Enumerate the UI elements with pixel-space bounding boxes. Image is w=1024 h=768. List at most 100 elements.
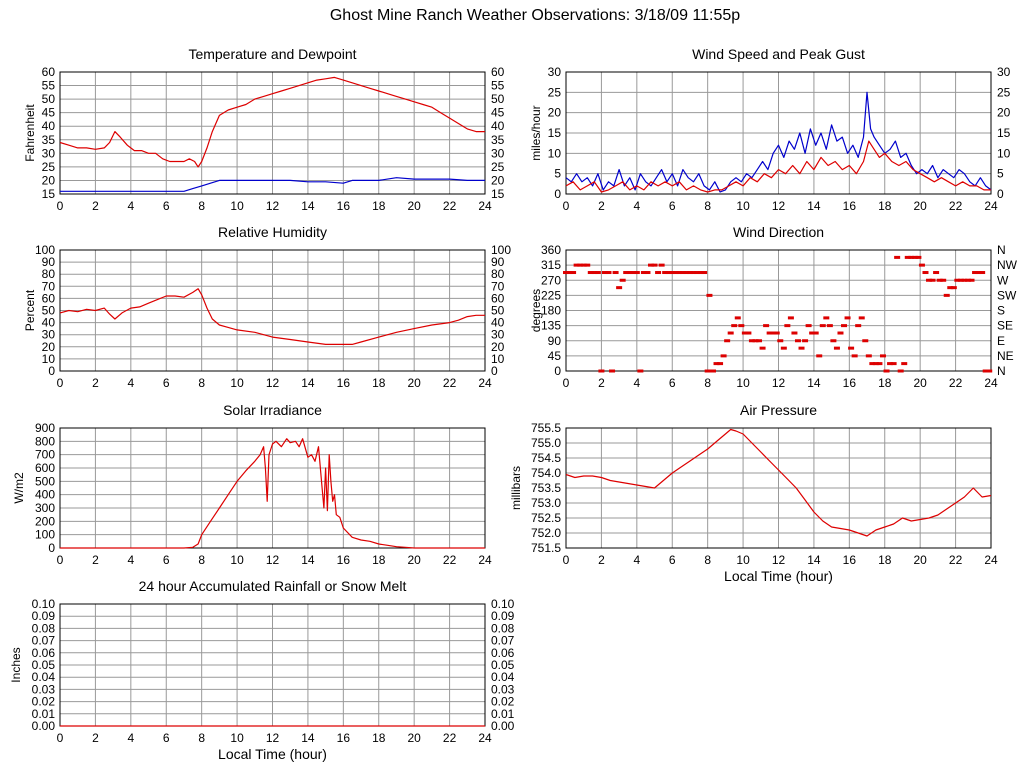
y-tick-label-right: S	[997, 304, 1005, 318]
y-tick-label-right: 0.07	[491, 634, 515, 648]
y-tick-label-right: 100	[491, 243, 511, 257]
data-point	[672, 271, 679, 275]
data-point	[748, 339, 755, 343]
x-tick-label: 4	[633, 199, 640, 213]
x-tick-label: 24	[478, 553, 492, 567]
x-tick-label: 12	[772, 553, 786, 567]
y-tick-label: 45	[548, 349, 562, 363]
x-tick-label: 18	[372, 199, 386, 213]
data-point	[851, 354, 858, 358]
x-tick-label: 4	[127, 199, 134, 213]
y-tick-label: 200	[35, 514, 55, 528]
data-point	[968, 278, 975, 282]
y-tick-label: 751.5	[531, 541, 561, 555]
y-tick-label-right: 0.00	[491, 719, 515, 733]
x-tick-label: 22	[443, 376, 457, 390]
data-point	[601, 271, 608, 275]
x-tick-label: 2	[92, 731, 99, 745]
y-tick-label: 753.0	[531, 496, 561, 510]
data-point	[830, 339, 837, 343]
x-tick-label: 6	[669, 199, 676, 213]
x-tick-label: 14	[807, 376, 821, 390]
y-tick-label: 90	[42, 255, 56, 269]
x-tick-label: 18	[372, 553, 386, 567]
data-point	[709, 369, 716, 373]
x-tick-label: 2	[598, 376, 605, 390]
x-tick-label: 20	[913, 376, 927, 390]
x-tick-label: 6	[163, 199, 170, 213]
data-point	[720, 354, 727, 358]
data-point	[950, 286, 957, 290]
data-point	[823, 316, 830, 320]
rainfall-title: 24 hour Accumulated Rainfall or Snow Mel…	[139, 578, 407, 594]
y-tick-label-right: N	[997, 364, 1006, 378]
data-point	[954, 278, 961, 282]
y-tick-label-right: 10	[997, 146, 1011, 160]
data-point	[637, 369, 644, 373]
x-tick-label: 20	[407, 376, 421, 390]
data-point	[756, 339, 763, 343]
data-point	[887, 362, 894, 366]
y-tick-label: 15	[42, 187, 56, 201]
y-tick-label-right: 0	[997, 187, 1004, 201]
y-tick-label-right: 0.05	[491, 658, 515, 672]
x-tick-label: 14	[301, 199, 315, 213]
plot-frame	[59, 249, 486, 372]
x-tick-label: 8	[198, 731, 205, 745]
x-tick-label: 20	[913, 553, 927, 567]
x-tick-label: 4	[127, 376, 134, 390]
data-point	[879, 354, 886, 358]
y-tick-label: 135	[541, 319, 561, 333]
x-axis-label: Local Time (hour)	[218, 746, 327, 762]
data-point	[619, 278, 626, 282]
y-tick-label-right: 15	[491, 187, 505, 201]
x-tick-label: 10	[230, 199, 244, 213]
y-tick-label: 0.08	[32, 621, 56, 635]
temperature-title: Temperature and Dewpoint	[188, 46, 356, 62]
y-tick-label: 0.06	[32, 646, 56, 660]
y-tick-label-right: 0.01	[491, 707, 515, 721]
x-tick-label: 0	[563, 553, 570, 567]
data-point	[626, 271, 633, 275]
y-tick-label-right: 10	[491, 352, 505, 366]
data-point	[791, 331, 798, 335]
data-point	[784, 324, 791, 328]
x-tick-label: 2	[92, 553, 99, 567]
series-line	[60, 177, 485, 192]
x-tick-label: 16	[843, 553, 857, 567]
x-tick-label: 8	[704, 199, 711, 213]
humidity-title: Relative Humidity	[218, 224, 327, 240]
y-tick-label-right: SE	[997, 319, 1013, 333]
y-tick-label: 752.0	[531, 526, 561, 540]
y-tick-label-right: 0.02	[491, 695, 515, 709]
data-point	[780, 346, 787, 350]
data-point	[915, 255, 922, 259]
data-point	[816, 354, 823, 358]
data-point	[630, 271, 637, 275]
data-point	[683, 271, 690, 275]
data-point	[855, 324, 862, 328]
y-tick-label: 0.01	[32, 707, 56, 721]
x-tick-label: 10	[736, 553, 750, 567]
x-tick-label: 8	[198, 376, 205, 390]
data-point	[904, 255, 911, 259]
data-point	[787, 316, 794, 320]
x-tick-label: 14	[807, 553, 821, 567]
y-tick-label: 270	[541, 273, 561, 287]
data-point	[644, 271, 651, 275]
y-tick-label: 180	[541, 304, 561, 318]
y-tick-label: 10	[548, 146, 562, 160]
y-tick-label: 753.5	[531, 481, 561, 495]
y-tick-label-right: 25	[491, 160, 505, 174]
y-tick-label: 55	[42, 79, 56, 93]
y-tick-label-right: 0.09	[491, 609, 515, 623]
x-tick-label: 22	[443, 731, 457, 745]
y-tick-label-right: 0.03	[491, 682, 515, 696]
x-tick-label: 24	[478, 376, 492, 390]
y-tick-label: 0.07	[32, 634, 56, 648]
data-point	[908, 255, 915, 259]
data-point	[798, 346, 805, 350]
data-point	[872, 362, 879, 366]
y-tick-label-right: 30	[491, 328, 505, 342]
